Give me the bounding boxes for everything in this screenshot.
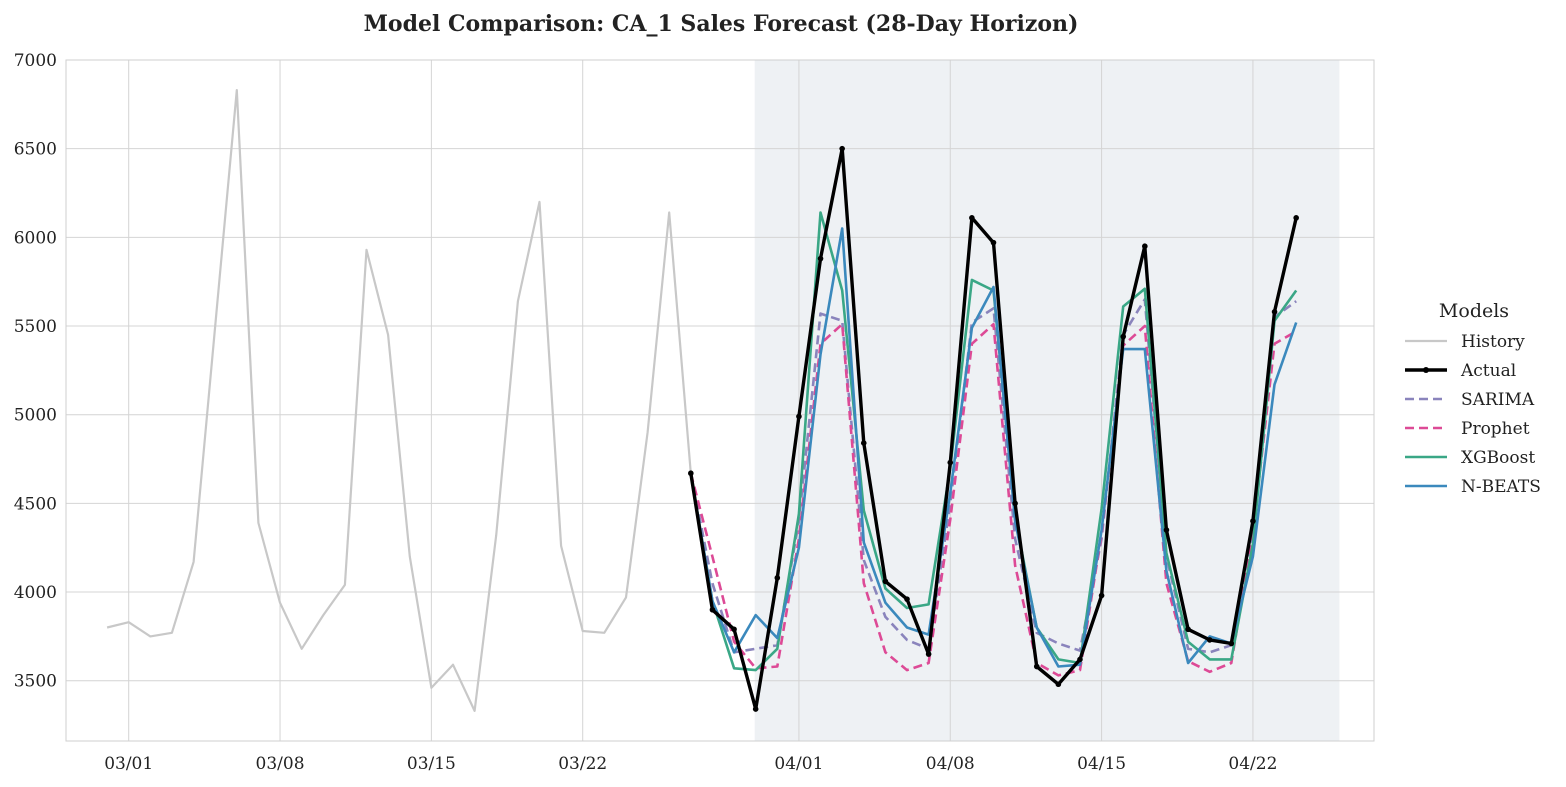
y-tick-label: 6000 bbox=[14, 228, 57, 248]
x-tick-label: 03/22 bbox=[558, 754, 607, 774]
actual-point bbox=[817, 255, 824, 262]
y-tick-label: 4500 bbox=[14, 494, 57, 514]
actual-point bbox=[1012, 500, 1018, 507]
actual-point bbox=[1250, 518, 1256, 524]
legend-marker bbox=[1423, 367, 1429, 373]
chart-title: Model Comparison: CA_1 Sales Forecast (2… bbox=[364, 11, 1079, 37]
actual-point bbox=[947, 459, 954, 466]
series-line-n-beats bbox=[689, 227, 1298, 668]
y-tick-label: 7000 bbox=[14, 51, 57, 71]
legend-label-n-beats: N-BEATS bbox=[1461, 477, 1541, 497]
x-tick-label: 03/15 bbox=[407, 754, 456, 774]
series-lines bbox=[106, 88, 1299, 713]
actual-point bbox=[731, 626, 737, 633]
y-tick-label: 3500 bbox=[14, 672, 57, 692]
actual-point bbox=[709, 606, 716, 613]
y-tick-label: 5500 bbox=[14, 317, 57, 337]
actual-point bbox=[969, 215, 975, 221]
legend-label-prophet: Prophet bbox=[1461, 419, 1530, 439]
actual-point bbox=[1185, 626, 1191, 633]
actual-point bbox=[1120, 333, 1127, 340]
actual-point bbox=[925, 651, 932, 657]
actual-point bbox=[1271, 309, 1278, 315]
actual-point bbox=[1098, 592, 1105, 599]
x-tick-label: 04/08 bbox=[926, 754, 975, 774]
legend-label-sarima: SARIMA bbox=[1461, 390, 1535, 410]
actual-point bbox=[796, 413, 802, 420]
actual-point bbox=[1033, 663, 1040, 670]
y-axis: 3500 4000 4500 5000 5500 6000 6500 7000 bbox=[14, 51, 57, 692]
actual-point bbox=[1142, 243, 1148, 250]
y-tick-label: 4000 bbox=[14, 583, 57, 603]
x-tick-label: 04/15 bbox=[1077, 754, 1126, 774]
legend-label-xgboost: XGBoost bbox=[1461, 448, 1535, 468]
x-tick-label: 03/01 bbox=[104, 754, 153, 774]
legend: Models History Actual SARIMA Prophet XGBoost… bbox=[1405, 300, 1541, 497]
plot-frame bbox=[65, 59, 1375, 742]
actual-point bbox=[1077, 656, 1083, 663]
legend-title: Models bbox=[1439, 300, 1509, 322]
legend-label-actual: Actual bbox=[1460, 361, 1516, 381]
actual-point bbox=[688, 470, 694, 477]
x-tick-label: 04/22 bbox=[1228, 754, 1277, 774]
y-tick-label: 5000 bbox=[14, 406, 57, 426]
actual-point bbox=[1228, 640, 1235, 647]
actual-point bbox=[904, 596, 910, 602]
actual-point bbox=[1055, 681, 1062, 688]
actual-point bbox=[990, 239, 997, 246]
actual-point bbox=[839, 145, 845, 152]
y-tick-label: 6500 bbox=[14, 140, 57, 160]
actual-point bbox=[774, 575, 781, 581]
actual-point bbox=[1293, 215, 1299, 221]
x-axis: 03/01 03/08 03/15 03/22 04/01 04/08 04/15 04/22 bbox=[104, 754, 1277, 774]
x-tick-label: 03/08 bbox=[256, 754, 305, 774]
actual-point bbox=[882, 578, 889, 585]
actual-point bbox=[1163, 527, 1170, 533]
actual-point bbox=[1206, 637, 1213, 643]
legend-label-history: History bbox=[1461, 332, 1525, 352]
actual-point bbox=[860, 440, 867, 446]
actual-point bbox=[752, 706, 759, 712]
x-tick-label: 04/01 bbox=[774, 754, 823, 774]
series-line-history bbox=[106, 88, 692, 713]
